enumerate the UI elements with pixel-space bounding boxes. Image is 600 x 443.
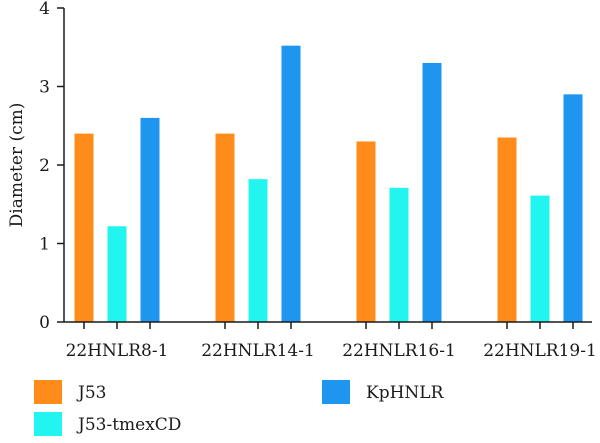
y-tick-label: 4 <box>39 0 50 19</box>
legend: J53 J53-tmexCD KpHNLR <box>34 380 445 436</box>
y-axis-title: Diameter (cm) <box>7 103 27 228</box>
bar-j53-22hnlr14-1 <box>215 133 235 322</box>
legend-label-kphnlr: KpHNLR <box>366 383 445 403</box>
x-tick-label: 22HNLR8-1 <box>66 341 169 361</box>
legend-swatch-j53 <box>34 380 62 404</box>
y-tick-label: 1 <box>39 235 50 255</box>
bar-kphnlr-22hnlr16-1 <box>422 62 442 322</box>
bar-kphnlr-22hnlr19-1 <box>563 94 583 322</box>
y-axis-title-group: Diameter (cm) <box>7 103 27 228</box>
y-tick-label: 3 <box>39 78 50 98</box>
x-tick-label: 22HNLR19-1 <box>483 341 597 361</box>
x-tick-label: 22HNLR14-1 <box>201 341 315 361</box>
bar-j53-22hnlr19-1 <box>497 137 517 322</box>
x-tick-label: 22HNLR16-1 <box>342 341 456 361</box>
bar-j53-tmexcd-22hnlr16-1 <box>389 187 409 322</box>
bar-kphnlr-22hnlr14-1 <box>281 45 301 323</box>
bar-j53-22hnlr8-1 <box>74 133 94 322</box>
legend-swatch-kphnlr <box>322 380 350 404</box>
legend-label-j53-tmexcd: J53-tmexCD <box>76 415 181 435</box>
bar-j53-22hnlr16-1 <box>356 141 376 322</box>
bars-layer <box>74 45 583 323</box>
bar-j53-tmexcd-22hnlr19-1 <box>530 195 550 322</box>
legend-label-j53: J53 <box>76 383 106 403</box>
y-tick-label: 2 <box>39 156 50 176</box>
axes-layer: 22HNLR8-1 22HNLR14-1 22HNLR16-1 22HNLR19-1 0… <box>39 0 597 361</box>
bar-kphnlr-22hnlr8-1 <box>140 117 160 323</box>
bar-j53-tmexcd-22hnlr8-1 <box>107 226 127 322</box>
y-tick-label: 0 <box>39 313 50 333</box>
bar-j53-tmexcd-22hnlr14-1 <box>248 179 268 322</box>
legend-swatch-j53-tmexcd <box>34 412 62 436</box>
